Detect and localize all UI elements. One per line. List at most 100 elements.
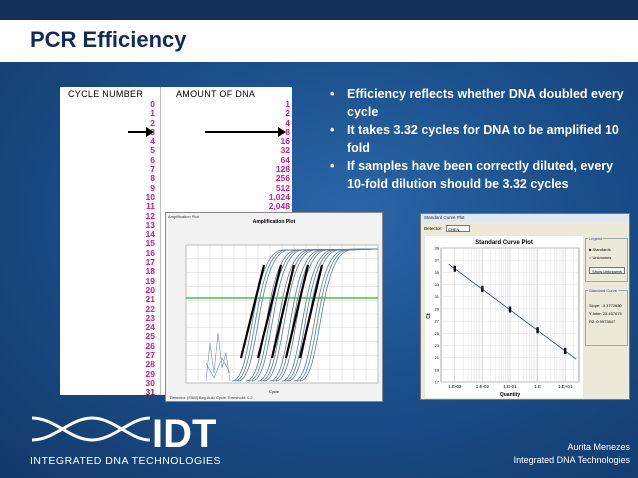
standard-curve-title: Standard Curve (588, 288, 619, 293)
presenter-name: Aurita Menezes (567, 442, 630, 452)
std-y-tick-label: 17 (435, 380, 440, 385)
cycle-number-cell: 17 (145, 257, 155, 268)
amplification-plot: Amplification Plot Amplification Plot Cy… (165, 212, 383, 402)
table-row: 30 (60, 377, 292, 388)
std-y-tick-label: 35 (435, 270, 440, 275)
std-plot-title: Standard Curve Plot (475, 240, 533, 246)
table-row: 10 1,024 (60, 192, 292, 202)
std-data-point (564, 351, 567, 354)
ct-spacing-marker (256, 264, 283, 359)
cycle-number-cell: 0 (150, 99, 155, 109)
ct-spacing-marker (239, 264, 266, 359)
bullet-item: • If samples have been correctly diluted… (330, 157, 630, 193)
idt-logo: IDT (31, 412, 216, 456)
cycle-number-cell: 22 (145, 303, 155, 314)
amplification-curve (296, 248, 379, 382)
bullet-list: • Efficiency reflects whether DNA double… (330, 85, 630, 193)
table-row: 23 (60, 312, 292, 323)
table-row: 24 (60, 322, 292, 333)
std-window-titlebar: Standard Curve Plot (421, 214, 629, 222)
std-data-point (453, 265, 456, 269)
cycle-number-cell: 27 (145, 350, 155, 361)
amplification-curve (272, 248, 379, 382)
amplification-curve (284, 248, 379, 382)
table-row: 29 (60, 369, 292, 379)
table-divider (160, 87, 161, 395)
table-row: 28 (60, 359, 292, 370)
detector-select[interactable]: CHEN (446, 225, 470, 232)
legend-unknowns: ○ Unknowns (589, 255, 612, 260)
std-plot-ylabel: Ct (426, 313, 432, 319)
arrow-left-icon (146, 127, 154, 137)
slide-title: PCR Efficiency (30, 27, 187, 52)
cycle-number-cell: 28 (145, 359, 155, 370)
std-y-tick-label: 37 (435, 258, 440, 263)
table-row: 11 2,048 (60, 201, 292, 211)
cycle-number-cell: 24 (145, 322, 155, 333)
baseline-noise (205, 332, 231, 382)
cycle-number-cell: 2 (150, 117, 155, 128)
bullet-text: Efficiency reflects whether DNA doubled … (347, 87, 624, 119)
table-row: 26 (60, 341, 292, 351)
cycle-number-cell: 14 (145, 229, 155, 240)
table-row: 7 128 (60, 164, 292, 175)
std-y-tick-label: 21 (435, 355, 440, 360)
std-fit-line (448, 263, 577, 360)
dna-amount-cell: 4 (285, 117, 290, 128)
amplification-curve (231, 248, 379, 382)
std-y-tick-label: 39 (435, 246, 440, 251)
ct-spacing-marker (284, 264, 310, 359)
std-data-point (508, 306, 512, 309)
standard-curve-box: Standard Curve Slope: -3.3772630 Y-Inter… (585, 288, 628, 346)
cycle-number-cell: 21 (145, 294, 155, 305)
std-data-point (453, 267, 456, 270)
dna-amount-cell: 1 (285, 99, 290, 109)
std-x-tick-label: 1.E-03 (448, 384, 462, 389)
cycle-number-cell: 23 (145, 312, 155, 323)
table-row: 19 (60, 275, 292, 286)
dna-amount-cell: 128 (275, 164, 290, 175)
ct-spacing-marker (298, 264, 324, 359)
cycle-number-cell: 15 (145, 238, 155, 249)
table-row: 25 (60, 331, 292, 342)
presenter-org: Integrated DNA Technologies (513, 455, 630, 465)
std-data-point (536, 330, 539, 334)
show-unknowns-button[interactable]: Show Unknowns (589, 267, 625, 274)
table-row: 6 64 (60, 154, 292, 165)
std-data-point (536, 329, 539, 332)
table-row: 8 256 (60, 173, 292, 184)
std-y-tick-label: 23 (435, 343, 440, 348)
amp-plot-title: Amplification Plot (252, 219, 296, 225)
std-y-tick-label: 29 (435, 306, 440, 311)
amplification-curve (281, 248, 379, 382)
amplification-curve (257, 248, 379, 382)
logo-tagline: INTEGRATED DNA TECHNOLOGIES (30, 455, 222, 467)
r2-value: R2: 0.9973647 (589, 319, 616, 324)
cycle-number-cell: 1 (150, 108, 155, 119)
dna-amount-cell: 64 (280, 154, 290, 165)
table-row: 16 (60, 248, 292, 258)
legend-title: Legend (588, 236, 604, 241)
dna-amount-cell: 256 (275, 173, 290, 184)
bullet-dot-icon: • (330, 122, 335, 137)
table-row: 17 (60, 257, 292, 268)
std-x-tick-label: 1.E (534, 384, 541, 389)
amplification-curve (293, 248, 379, 382)
cycle-number-cell: 19 (145, 275, 155, 286)
std-data-point (508, 310, 512, 313)
table-row: 14 (60, 229, 292, 240)
amplification-curve (248, 248, 379, 382)
cycle-number-cell: 12 (145, 210, 155, 221)
std-y-tick-label: 25 (435, 331, 440, 336)
table-row: 15 (60, 238, 292, 249)
cycle-number-cell: 25 (145, 331, 155, 342)
std-data-point (453, 269, 456, 272)
cycle-number-cell: 8 (150, 173, 155, 184)
legend-standards: ■ Standards (589, 247, 611, 252)
cycle-number-cell: 30 (145, 377, 155, 388)
dna-amount-cell: 512 (275, 182, 290, 193)
amp-plot-canvas (185, 244, 379, 384)
dna-amount-cell: 32 (280, 145, 290, 156)
